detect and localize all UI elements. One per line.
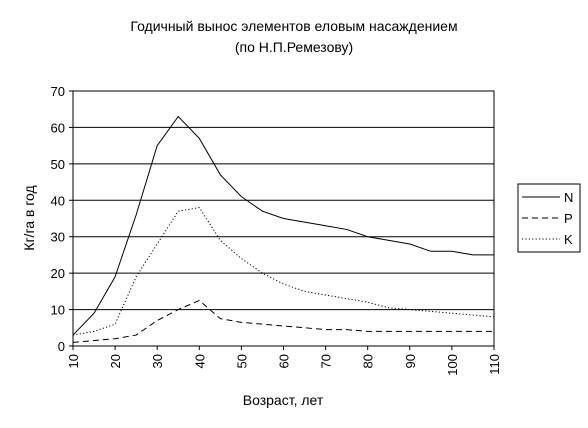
series-line-K bbox=[72, 207, 495, 336]
x-tick-label: 30 bbox=[150, 354, 165, 368]
x-axis-ticks: 10 20 30 40 50 60 70 80 90 100 110 bbox=[66, 346, 502, 376]
x-tick-label: 60 bbox=[277, 354, 292, 368]
x-tick-label: 40 bbox=[192, 354, 207, 368]
legend: NPK bbox=[517, 183, 581, 253]
series-lines bbox=[72, 115, 495, 343]
y-tick-label: 0 bbox=[58, 339, 65, 354]
chart-title: Годичный вынос элементов еловым насажден… bbox=[130, 18, 457, 34]
legend-label-N: N bbox=[564, 190, 573, 205]
legend-label-P: P bbox=[564, 211, 573, 226]
x-tick-label: 90 bbox=[403, 354, 418, 368]
x-tick-label: 100 bbox=[445, 354, 460, 376]
y-tick-label: 70 bbox=[51, 84, 65, 99]
x-tick-label: 110 bbox=[487, 354, 502, 375]
x-axis-label: Возраст, лет bbox=[243, 392, 324, 408]
y-tick-label: 10 bbox=[51, 303, 65, 318]
x-tick-label: 50 bbox=[234, 354, 249, 368]
series-line-P bbox=[72, 299, 494, 343]
y-axis-ticks: 0 10 20 30 40 50 60 70 bbox=[51, 84, 73, 354]
y-tick-label: 20 bbox=[51, 266, 65, 281]
y-tick-label: 30 bbox=[51, 230, 65, 245]
legend-label-K: K bbox=[564, 232, 573, 247]
x-tick-label: 10 bbox=[66, 354, 81, 368]
y-axis-label: Кг/га в год bbox=[21, 185, 37, 250]
x-tick-label: 70 bbox=[319, 354, 334, 368]
y-tick-label: 40 bbox=[51, 193, 65, 208]
series-line-N bbox=[72, 115, 494, 336]
y-tick-label: 50 bbox=[51, 157, 65, 172]
y-tick-label: 60 bbox=[51, 120, 65, 135]
x-tick-label: 80 bbox=[361, 354, 376, 368]
chart-subtitle: (по Н.П.Ремезову) bbox=[235, 39, 353, 55]
x-tick-label: 20 bbox=[108, 354, 123, 368]
gridlines bbox=[73, 90, 494, 347]
legend-box bbox=[517, 183, 581, 253]
